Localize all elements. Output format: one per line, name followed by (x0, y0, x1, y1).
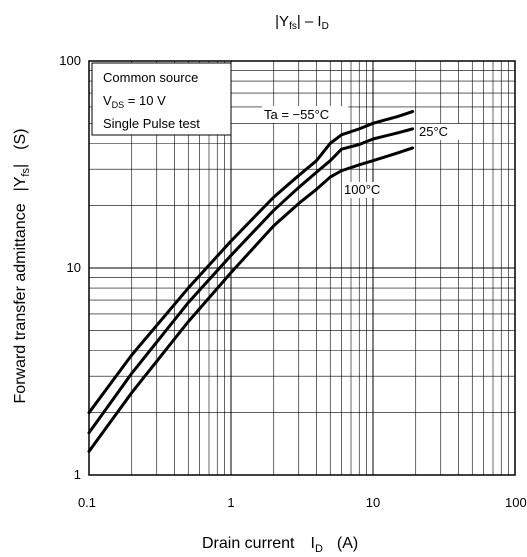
series-curves (87, 110, 415, 453)
y-axis-label: Forward transfer admittance|Yfs|(S) (12, 129, 32, 404)
x-tick-label: 10 (366, 495, 380, 510)
y-tick-label: 100 (59, 53, 81, 68)
x-axis-label: Drain current ID (A) (202, 535, 358, 555)
y-tick-label: 10 (67, 260, 81, 275)
x-tick-label: 1 (227, 495, 234, 510)
condition-vds: VDS = 10 V (103, 93, 166, 110)
x-tick-label: 100 (505, 495, 527, 510)
conditions-box: Common source VDS = 10 V Single Pulse te… (91, 62, 232, 136)
series-line-2 (87, 146, 415, 453)
series-label-100: 100°C (344, 182, 380, 197)
chart-title: |Yfs| – ID (275, 13, 329, 32)
series-line-1 (87, 127, 415, 435)
condition-pulse: Single Pulse test (103, 116, 200, 131)
plot-frame (88, 60, 516, 476)
series-labels: Ta = −55°C 25°C 100°C (262, 106, 459, 198)
condition-common-source: Common source (103, 70, 198, 85)
x-tick-label: 0.1 (78, 495, 96, 510)
y-tick-labels: 1 10 100 (59, 53, 81, 482)
x-tick-labels: 0.1 1 10 100 (78, 495, 527, 510)
series-label-25: 25°C (419, 124, 448, 139)
series-line-0 (87, 110, 415, 415)
y-tick-label: 1 (74, 467, 81, 482)
series-label-minus55: Ta = −55°C (264, 107, 329, 122)
